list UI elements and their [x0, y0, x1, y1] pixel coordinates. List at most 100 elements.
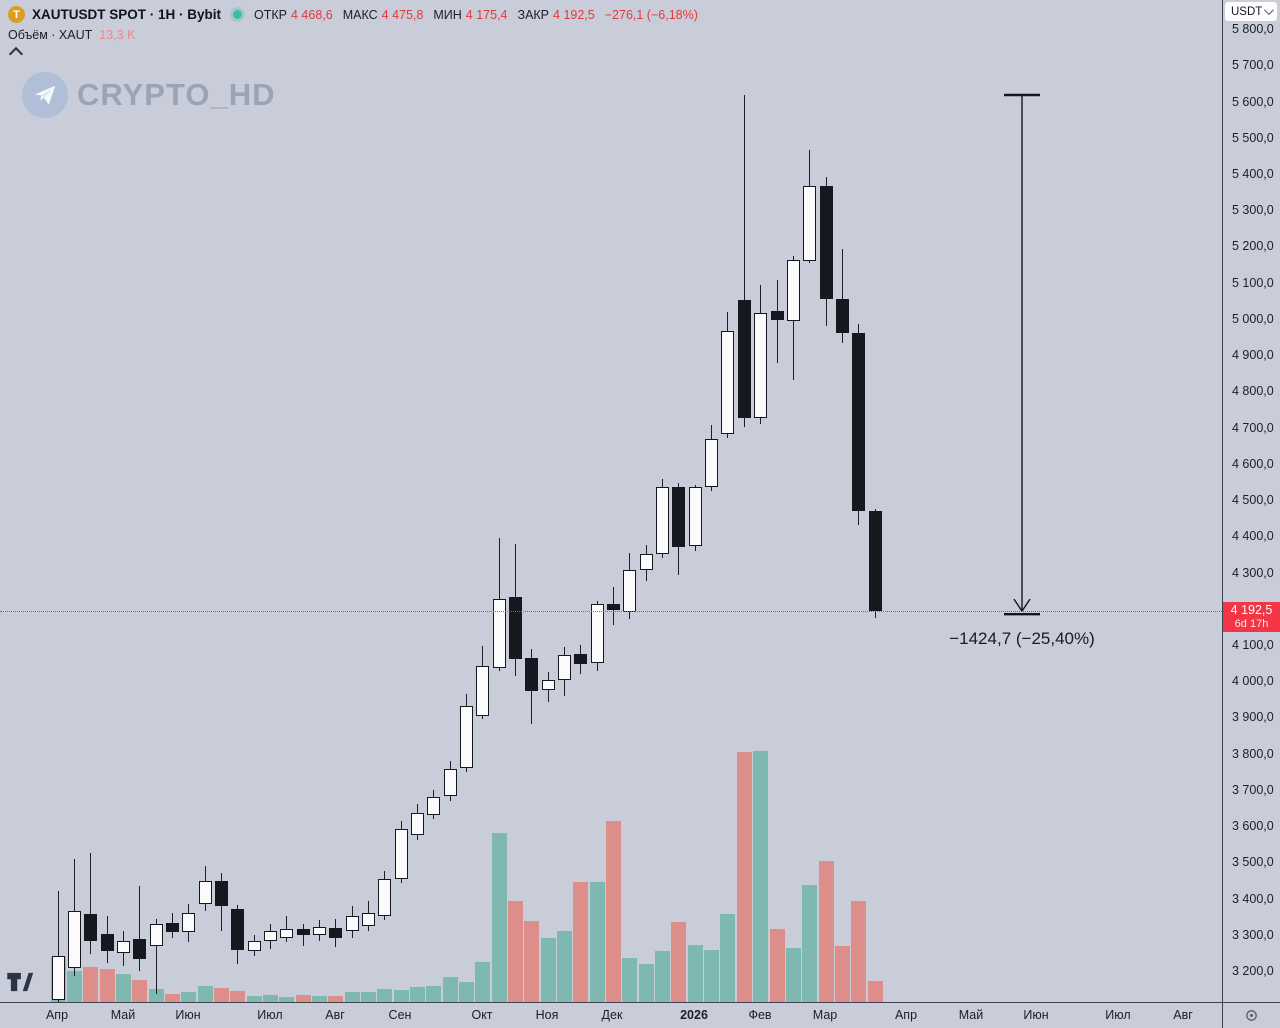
candle-body: [378, 879, 391, 916]
candle-body: [803, 186, 816, 261]
price-axis[interactable]: USDT 5 800,05 700,05 600,05 500,05 400,0…: [1223, 0, 1280, 1002]
candle-body: [542, 680, 555, 690]
candle-body: [852, 333, 865, 511]
candle-body: [150, 924, 163, 946]
candle-body: [574, 654, 587, 665]
price-range-tool[interactable]: [994, 92, 1050, 620]
price-tick-label: 4 600,0: [1232, 457, 1274, 471]
price-tick-label: 5 000,0: [1232, 312, 1274, 326]
candle-body: [329, 928, 342, 938]
candle-body: [721, 331, 734, 434]
close-value: 4 192,5: [553, 8, 595, 22]
price-tick-label: 3 800,0: [1232, 747, 1274, 761]
change-value: −276,1 (−6,18%): [605, 8, 698, 22]
candle-body: [689, 487, 702, 546]
chevron-down-icon: [1264, 5, 1274, 15]
candle-body: [591, 604, 604, 663]
candle-body: [346, 916, 359, 931]
candle-body: [787, 260, 800, 321]
gear-icon: [1244, 1008, 1259, 1023]
time-tick-label: Июл: [1105, 1003, 1130, 1027]
time-tick-label: Окт: [471, 1003, 492, 1027]
candle-body: [297, 929, 310, 936]
candle-body: [820, 186, 833, 299]
price-range-label: −1424,7 (−25,40%): [902, 629, 1142, 649]
candle-body: [460, 706, 473, 768]
candle-body: [754, 313, 767, 418]
tradingview-logo-icon: [6, 972, 34, 992]
time-axis[interactable]: АпрМайИюнИюлАвгСенОктНояДек2026ФевМарАпр…: [0, 1003, 1222, 1028]
candle-body: [672, 487, 685, 547]
open-label: ОТКР: [254, 8, 287, 22]
price-tick-label: 5 200,0: [1232, 239, 1274, 253]
time-tick-label: Май: [111, 1003, 136, 1027]
xaut-coin-icon: T: [8, 6, 25, 23]
low-value: 4 175,4: [466, 8, 508, 22]
candle-body: [476, 666, 489, 716]
currency-selector-button[interactable]: USDT: [1225, 2, 1277, 21]
candle-body: [444, 769, 457, 796]
price-tick-label: 4 500,0: [1232, 493, 1274, 507]
low-label: МИН: [433, 8, 461, 22]
bar-countdown: 6d 17h: [1223, 618, 1280, 631]
time-tick-label: Апр: [895, 1003, 917, 1027]
tradingview-chart-window: CRYPTO_HD −1424,7 (−25,40%) T XAUTUSDT S…: [0, 0, 1280, 1028]
tradingview-logo[interactable]: [6, 972, 34, 997]
candle-body: [623, 570, 636, 612]
telegram-icon: [22, 72, 68, 118]
price-tick-label: 4 400,0: [1232, 529, 1274, 543]
candle-body: [656, 487, 669, 553]
volume-value: 13,3 K: [99, 28, 135, 42]
high-label: МАКС: [343, 8, 378, 22]
last-price-badge: 4 192,5 6d 17h: [1223, 602, 1280, 632]
market-status-dot-icon: [233, 10, 242, 19]
volume-label: Объём · XAUT: [8, 28, 92, 42]
price-tick-label: 5 300,0: [1232, 203, 1274, 217]
price-tick-label: 3 500,0: [1232, 855, 1274, 869]
candle-body: [231, 909, 244, 950]
candle-body: [558, 655, 571, 680]
price-tick-label: 3 200,0: [1232, 964, 1274, 978]
price-tick-label: 4 800,0: [1232, 384, 1274, 398]
candle-body: [869, 511, 882, 611]
chart-surface[interactable]: CRYPTO_HD −1424,7 (−25,40%) T XAUTUSDT S…: [0, 0, 1222, 1002]
price-tick-label: 5 100,0: [1232, 276, 1274, 290]
candle-body: [771, 311, 784, 321]
price-tick-label: 3 700,0: [1232, 783, 1274, 797]
time-tick-label: Авг: [325, 1003, 345, 1027]
candle-wick: [777, 280, 778, 363]
price-tick-label: 4 300,0: [1232, 566, 1274, 580]
price-tick-label: 4 700,0: [1232, 421, 1274, 435]
symbol-title[interactable]: XAUTUSDT SPOT · 1H · Bybit: [32, 7, 221, 22]
candle-body: [509, 597, 522, 658]
candle-body: [313, 927, 326, 935]
candle-body: [362, 913, 375, 926]
candle-body: [280, 929, 293, 938]
price-tick-label: 5 500,0: [1232, 131, 1274, 145]
axis-settings-corner[interactable]: [1223, 1003, 1280, 1028]
watermark-text: CRYPTO_HD: [77, 77, 275, 113]
last-price-value: 4 192,5: [1223, 602, 1280, 618]
time-tick-label: Июн: [1023, 1003, 1048, 1027]
candle-body: [248, 941, 261, 951]
candle-body: [166, 923, 179, 932]
price-tick-label: 4 000,0: [1232, 674, 1274, 688]
collapse-caret-icon[interactable]: [9, 47, 23, 61]
open-value: 4 468,6: [291, 8, 333, 22]
close-label: ЗАКР: [518, 8, 550, 22]
candle-body: [52, 956, 65, 1000]
time-tick-label: Апр: [46, 1003, 68, 1027]
candle-body: [84, 914, 97, 941]
price-tick-label: 5 600,0: [1232, 95, 1274, 109]
time-tick-label: Ноя: [536, 1003, 559, 1027]
price-tick-label: 5 700,0: [1232, 58, 1274, 72]
candle-body: [640, 554, 653, 571]
candle-body: [68, 911, 81, 968]
price-tick-label: 3 900,0: [1232, 710, 1274, 724]
time-tick-label: Июн: [175, 1003, 200, 1027]
candle-body: [607, 604, 620, 611]
price-tick-label: 5 400,0: [1232, 167, 1274, 181]
candle-body: [101, 934, 114, 951]
time-tick-label: Мар: [813, 1003, 837, 1027]
candle-body: [525, 658, 538, 691]
